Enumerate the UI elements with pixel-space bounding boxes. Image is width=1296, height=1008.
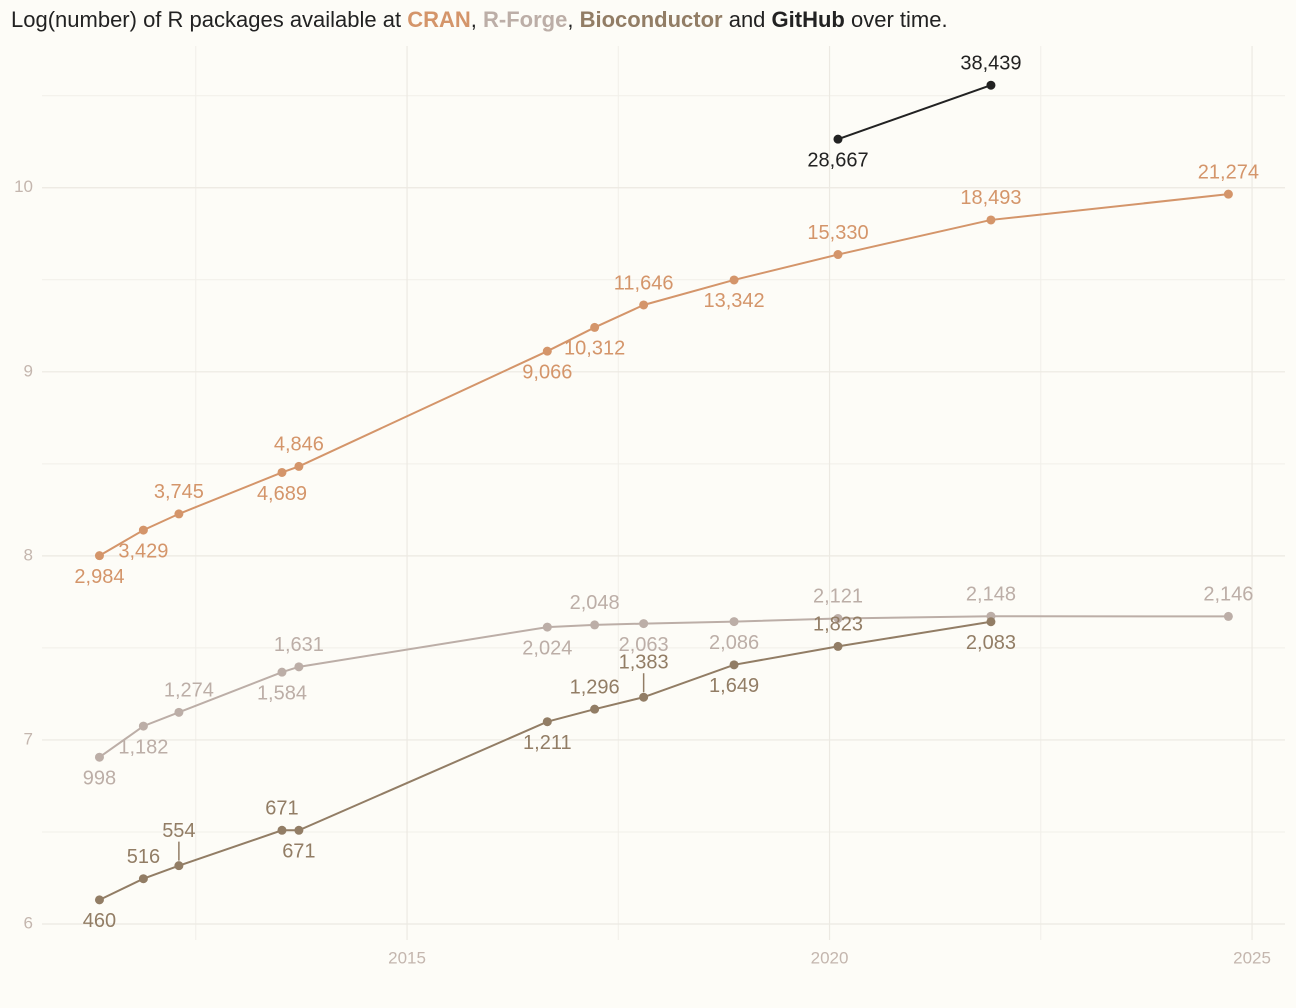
data-point [542,346,552,356]
data-point [174,509,184,519]
data-point [542,622,552,632]
data-point [833,134,843,144]
value-label: 3,745 [154,481,204,503]
value-label: 460 [83,910,116,932]
value-label: 4,846 [274,434,324,456]
y-tick-label: 9 [24,361,33,380]
data-point [639,692,649,702]
series-line [99,620,992,901]
x-tick-label: 2015 [388,948,426,967]
data-point [729,275,739,285]
value-label: 21,274 [1198,161,1259,183]
value-label: 28,667 [807,149,868,171]
value-label: 2,024 [522,637,572,659]
value-label: 998 [83,768,116,790]
title-series: CRAN [407,7,471,32]
value-label: 2,086 [709,632,759,654]
value-label: 671 [282,841,315,863]
value-label: 1,383 [619,652,669,674]
value-label: 4,689 [257,483,307,505]
value-label: 11,646 [614,272,674,294]
data-point [174,707,184,717]
data-point [729,660,739,670]
title-series: R-Forge [483,7,568,32]
title-series: GitHub [771,7,845,32]
data-point [590,620,600,630]
data-point [542,717,552,727]
value-label: 2,083 [966,632,1016,654]
series-line [837,84,992,141]
title-text: Log(number) of R packages available at [11,7,408,32]
data-point [1223,189,1233,199]
data-point [138,874,148,884]
data-point [986,617,996,627]
data-point [138,525,148,535]
data-point [590,704,600,714]
value-label: 2,984 [74,566,124,588]
value-label: 1,584 [257,682,307,704]
x-tick-label: 2025 [1233,948,1271,967]
series-line [98,193,1229,557]
value-label: 2,146 [1203,584,1253,606]
data-point [277,467,287,477]
value-label: 2,121 [813,586,863,608]
value-label: 1,211 [523,732,572,754]
data-point [833,250,843,260]
data-point [833,613,843,623]
data-point [729,617,739,627]
data-point [294,461,304,471]
data-point [639,619,649,629]
data-point [590,322,600,332]
title-text: and [722,7,772,32]
value-label: 3,429 [118,540,168,562]
value-label: 2,148 [966,584,1016,606]
title-text: , [567,7,580,32]
data-point [639,300,649,310]
value-label: 10,312 [564,338,625,360]
data-point [174,861,184,871]
value-label: 1,296 [570,676,620,698]
data-point [277,825,287,835]
value-label: 18,493 [960,187,1021,209]
data-point [94,895,104,905]
value-label: 15,330 [807,222,868,244]
data-point [294,662,304,672]
data-point [277,667,287,677]
chart-title: Log(number) of R packages available at C… [11,7,948,33]
data-point [94,551,104,561]
title-text: over time. [844,7,948,32]
value-label: 2,063 [619,634,669,656]
value-label: 13,342 [703,290,764,312]
data-point [94,752,104,762]
title-series: Bioconductor [579,7,723,32]
data-point [1223,611,1233,621]
value-label: 1,182 [118,736,168,758]
title-text: , [470,7,484,32]
value-label: 38,439 [960,52,1021,74]
data-point [986,80,996,90]
y-tick-label: 6 [24,913,33,932]
value-label: 516 [127,846,160,868]
x-tick-label: 2020 [811,948,849,967]
y-tick-label: 10 [14,177,33,196]
value-label: 671 [265,798,298,820]
y-tick-label: 7 [24,729,33,748]
data-point [138,721,148,731]
value-label: 1,274 [164,680,214,702]
value-label: 2,048 [570,592,620,614]
value-label: 554 [162,820,195,842]
data-point [833,641,843,651]
y-tick-label: 8 [24,545,33,564]
value-label: 1,649 [709,675,759,697]
series-line [98,615,1229,759]
value-label: 9,066 [522,361,572,383]
value-label: 1,631 [274,634,324,656]
data-point [294,825,304,835]
value-label: 1,823 [813,614,863,636]
data-point [986,215,996,225]
